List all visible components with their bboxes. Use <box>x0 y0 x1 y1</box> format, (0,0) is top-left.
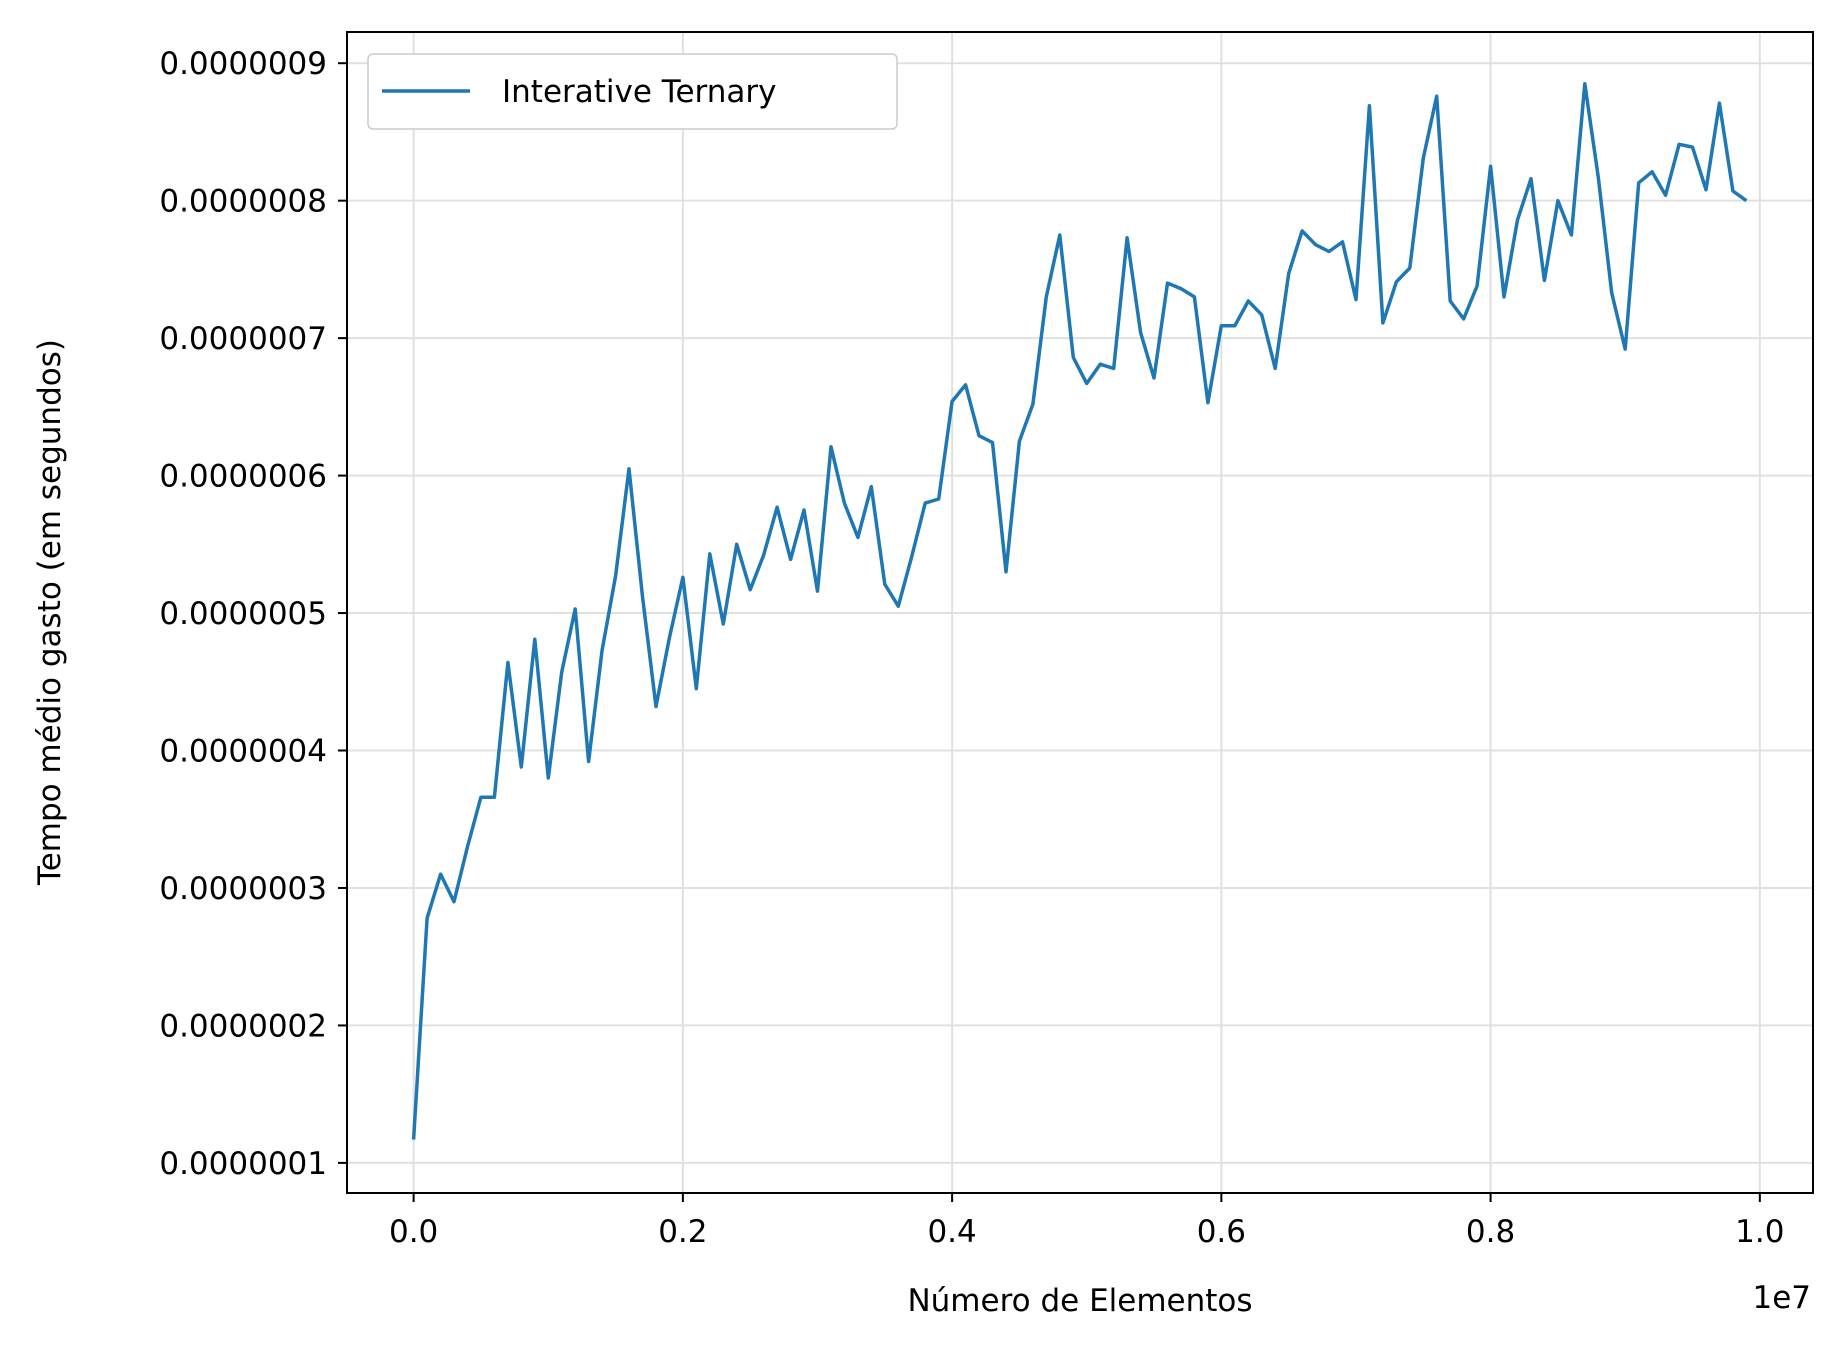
y-tick-label: 0.0000003 <box>159 871 327 907</box>
legend-label: Interative Ternary <box>502 74 776 110</box>
y-tick-label: 0.0000005 <box>159 596 327 632</box>
y-tick-label: 0.0000008 <box>159 184 327 220</box>
series-layer <box>411 82 1748 1140</box>
x-axis-label: Número de Elementos <box>907 1283 1252 1319</box>
y-tick-label: 0.0000002 <box>159 1008 327 1044</box>
x-tick-label: 0.6 <box>1197 1214 1246 1250</box>
x-offset-label: 1e7 <box>1752 1280 1811 1316</box>
legend: Interative Ternary <box>367 53 898 130</box>
y-tick-label: 0.0000006 <box>159 459 327 495</box>
x-tick-label: 0.2 <box>658 1214 707 1250</box>
y-axis-ticks: 0.0000001 0.0000002 0.0000003 0.0000004 0.00… <box>159 46 347 1182</box>
y-tick-label: 0.0000001 <box>159 1146 327 1182</box>
y-tick-label: 0.0000009 <box>159 46 327 82</box>
grid <box>347 32 1813 1193</box>
x-axis-ticks: 0.0 0.2 0.4 0.6 0.8 1.0 <box>389 1193 1784 1250</box>
legend-box <box>367 53 898 130</box>
x-tick-label: 0.4 <box>927 1214 976 1250</box>
x-tick-label: 0.8 <box>1466 1214 1515 1250</box>
y-tick-label: 0.0000007 <box>159 321 327 357</box>
series-line <box>411 82 1748 1140</box>
y-tick-label: 0.0000004 <box>159 734 327 770</box>
x-tick-label: 1.0 <box>1735 1214 1784 1250</box>
y-axis-label: Tempo médio gasto (em segundos) <box>32 339 68 886</box>
x-tick-label: 0.0 <box>389 1214 438 1250</box>
